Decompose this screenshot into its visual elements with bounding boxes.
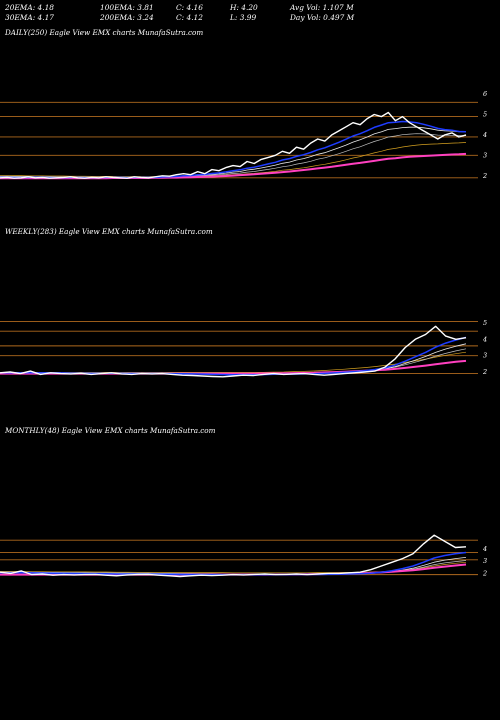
ema30-value: 30EMA: 4.17 [5, 13, 54, 22]
high-value: H: 4.20 [230, 3, 258, 12]
y-tick-label: 3 [483, 557, 487, 565]
panel-0: 2 3 4 5 6 [0, 90, 487, 180]
y-tick-label: 2 [482, 569, 487, 577]
monthly-panel-title: MONTHLY(48) Eagle View EMX charts Munafa… [5, 426, 216, 435]
weekly-panel-title: WEEKLY(283) Eagle View EMX charts Munafa… [5, 227, 213, 236]
y-tick-label: 6 [483, 90, 487, 98]
y-tick-label: 3 [483, 151, 487, 159]
panel-1: 2 3 4 5 [0, 319, 487, 378]
panel-2: 2 3 4 [0, 534, 487, 578]
y-tick-label: 4 [482, 335, 487, 343]
y-tick-label: 5 [483, 319, 487, 327]
low-value: L: 3.99 [230, 13, 257, 22]
series-line-ema-200 [0, 359, 467, 375]
series-line-ema-fast [0, 120, 467, 179]
y-tick-label: 4 [482, 545, 487, 553]
y-tick-label: 2 [482, 368, 487, 376]
series-line-ema-mid [0, 126, 467, 178]
y-tick-label: 5 [483, 111, 487, 119]
day-vol-value: Day Vol: 0.497 M [290, 13, 355, 22]
series-line-price [0, 325, 467, 378]
series-line-price [0, 111, 467, 179]
indicator-header: 20EMA: 4.18 100EMA: 3.81 C: 4.16 H: 4.20… [0, 0, 500, 24]
y-tick-label: 3 [483, 352, 487, 360]
ema200-value: 200EMA: 3.24 [100, 13, 154, 22]
ema100-value: 100EMA: 3.81 [100, 3, 154, 12]
avg-vol-value: Avg Vol: 1.107 M [290, 3, 354, 12]
daily-panel-title: DAILY(250) Eagle View EMX charts MunafaS… [5, 28, 204, 37]
close2-value: C: 4.12 [176, 13, 203, 22]
series-line-price [0, 534, 467, 578]
ema20-value: 20EMA: 4.18 [5, 3, 54, 12]
y-tick-label: 2 [482, 172, 487, 180]
y-tick-label: 4 [482, 131, 487, 139]
series-line-ema-long [0, 142, 467, 177]
close-value: C: 4.16 [176, 3, 203, 12]
